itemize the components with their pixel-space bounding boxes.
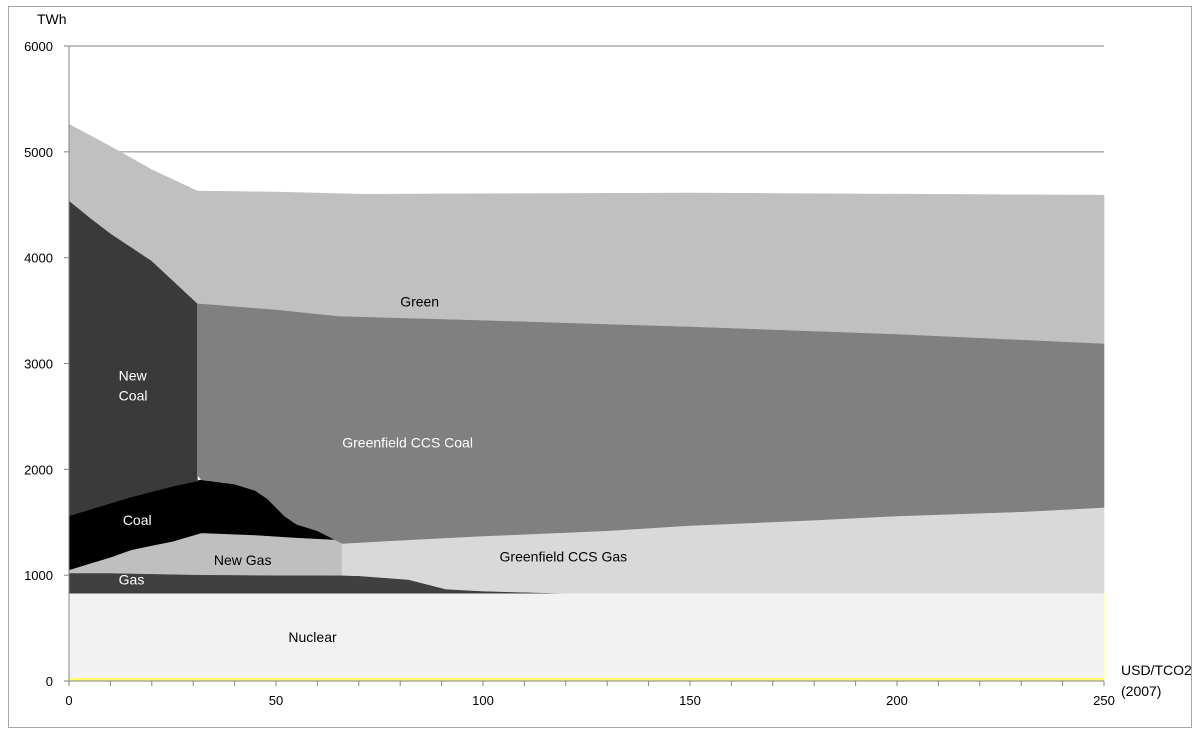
x-tick-label-100: 100 <box>472 693 494 708</box>
area-nuclear <box>68 592 1105 679</box>
stacked-areas <box>68 123 1105 681</box>
label-new-coal-line1: New <box>119 367 148 383</box>
x-tick-label-150: 150 <box>679 693 701 708</box>
y-axis-title: TWh <box>37 11 67 27</box>
label-green: Green <box>400 293 439 309</box>
area-labels: Nuclear Gas New Gas Greenfield CCS Gas Coal N… <box>119 293 627 644</box>
label-greenfield-ccs-coal: Greenfield CCS Coal <box>342 435 473 451</box>
x-tick-label-50: 50 <box>269 693 283 708</box>
x-axis-title-line1: USD/TCO2 <box>1121 662 1192 678</box>
y-tick-label-5000: 5000 <box>24 145 53 160</box>
y-tick-label-2000: 2000 <box>24 462 53 477</box>
axes: 0 1000 2000 3000 4000 5000 6000 0 50 100 150 200 250 <box>24 39 1115 708</box>
label-new-coal-line2: Coal <box>119 387 148 403</box>
x-tick-label-0: 0 <box>65 693 72 708</box>
label-greenfield-ccs-gas: Greenfield CCS Gas <box>500 548 628 564</box>
x-tick-label-200: 200 <box>886 693 908 708</box>
area-greenfield-ccs-coal <box>197 302 1105 544</box>
baseline-strip <box>69 678 1104 681</box>
y-tick-label-0: 0 <box>46 674 53 689</box>
area-green <box>68 123 1105 344</box>
y-tick-label-6000: 6000 <box>24 39 53 54</box>
y-tick-label-4000: 4000 <box>24 251 53 266</box>
y-tick-label-1000: 1000 <box>24 568 53 583</box>
chart-frame <box>8 6 1192 728</box>
label-coal: Coal <box>123 512 152 528</box>
label-new-gas: New Gas <box>214 552 272 568</box>
label-gas: Gas <box>119 572 145 588</box>
x-tick-label-250: 250 <box>1093 693 1115 708</box>
x-axis-title-line2: (2007) <box>1121 683 1161 699</box>
label-nuclear: Nuclear <box>288 629 337 645</box>
y-tick-label-3000: 3000 <box>24 357 53 372</box>
